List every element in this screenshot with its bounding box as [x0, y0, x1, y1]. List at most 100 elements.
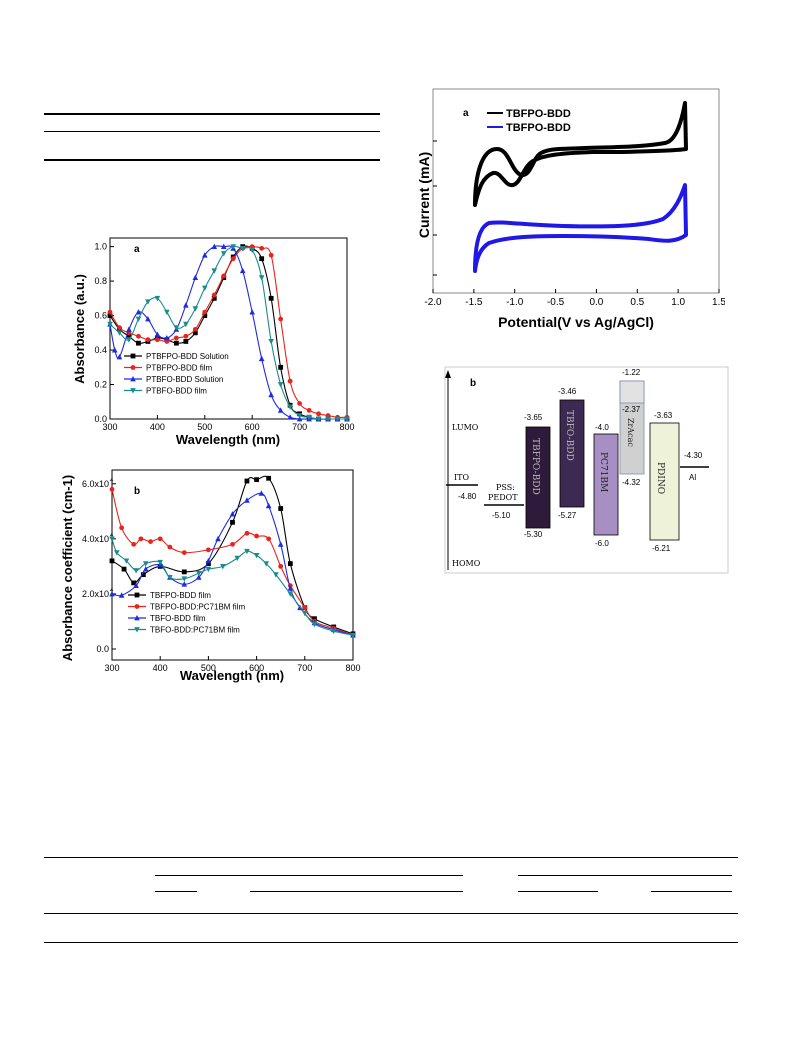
al-value: -4.30	[684, 451, 703, 460]
data-point	[192, 326, 198, 332]
data-point	[181, 576, 188, 582]
data-point	[230, 519, 235, 525]
legend-label: TBFPO-BDD film	[150, 591, 211, 600]
data-point	[202, 309, 208, 315]
data-point	[265, 502, 272, 509]
x-tick-label: 500	[201, 663, 216, 673]
layer-tbfpo-bdd	[525, 426, 551, 529]
legend-label: PTBFPO-BDD film	[146, 364, 213, 373]
data-point	[135, 309, 142, 315]
data-point	[195, 570, 202, 577]
x-tick-label: 600	[245, 422, 260, 432]
layer-tbfo-bdd	[559, 399, 585, 508]
data-point	[306, 407, 312, 413]
data-point	[202, 313, 208, 318]
data-point	[107, 321, 113, 328]
series-line	[111, 538, 354, 636]
data-point	[249, 309, 255, 315]
data-point	[229, 511, 236, 517]
data-point	[220, 563, 226, 570]
data-point	[249, 247, 255, 254]
data-point	[206, 547, 211, 553]
data-point	[268, 252, 274, 258]
data-point	[140, 572, 146, 578]
x-tick-label: 500	[197, 422, 212, 432]
data-point	[206, 561, 211, 567]
data-point	[311, 621, 318, 628]
data-point	[312, 616, 317, 622]
table2-subrule	[250, 891, 463, 892]
data-point	[278, 506, 284, 511]
data-point	[230, 244, 237, 250]
layer-top-value: -1.22	[622, 368, 641, 377]
x-axis-label: Potential(V vs Ag/AgCl)	[498, 314, 654, 330]
data-point	[135, 316, 142, 323]
data-point	[330, 628, 337, 635]
data-point	[114, 550, 120, 556]
x-tick-label: 800	[339, 422, 354, 432]
x-tick-label: 300	[102, 422, 117, 432]
data-point	[123, 558, 130, 564]
data-point	[350, 632, 356, 639]
layer-pdino	[649, 422, 680, 541]
legend-label: TBFPO-BDD:PC71BM film	[150, 603, 245, 612]
data-point	[130, 365, 136, 370]
data-point	[195, 574, 202, 580]
data-point	[287, 585, 294, 591]
data-point	[244, 530, 250, 536]
data-point	[148, 539, 153, 544]
panel-label: b	[134, 486, 140, 497]
panel-label: a	[463, 108, 469, 119]
data-point	[134, 615, 140, 621]
y-tick-label: 0.4	[94, 345, 107, 355]
x-tick-label: 0.5	[630, 297, 644, 308]
layer-top-value: -4.0	[595, 423, 609, 432]
layer-bottom-value: -6.21	[652, 544, 671, 553]
data-point	[192, 330, 198, 336]
data-point	[167, 544, 173, 550]
x-tick-label: -1.0	[506, 297, 524, 308]
data-point	[134, 604, 140, 609]
data-point	[145, 316, 151, 322]
data-point	[142, 566, 149, 572]
data-point	[107, 313, 113, 318]
table1-bottom-rule	[44, 159, 380, 161]
cyclic-voltammetry-chart: -2.0 -1.5 -1.0 -0.5 0.0 0.5 1.0 1.5 a TBFPO-BDD…	[416, 88, 725, 330]
data-point	[258, 355, 265, 362]
data-point	[138, 536, 144, 542]
data-point	[302, 605, 308, 611]
data-point	[131, 541, 137, 547]
data-point	[192, 306, 199, 312]
y-tick-exponent: 4	[110, 478, 114, 484]
layer-bottom-value: -6.0	[595, 539, 609, 548]
table2-subrule	[651, 891, 732, 892]
data-point	[142, 561, 149, 567]
y-tick-label: 0.0	[96, 644, 109, 654]
x-tick-label: 0.0	[589, 297, 603, 308]
legend-label: TBFPO-BDD	[506, 122, 571, 134]
data-point	[221, 273, 227, 279]
data-point	[254, 477, 259, 483]
data-point	[302, 610, 308, 617]
plot-frame	[109, 237, 348, 420]
layer-name: PC71BM	[598, 452, 608, 492]
data-point	[315, 416, 322, 422]
cv-curve-blue	[473, 183, 688, 273]
x-tick-label: 600	[249, 663, 264, 673]
data-point	[325, 416, 331, 422]
data-point	[244, 497, 250, 503]
data-point	[145, 299, 151, 305]
data-point	[173, 335, 179, 341]
data-point	[134, 627, 140, 633]
data-point	[244, 548, 250, 555]
data-point	[287, 561, 293, 567]
data-point	[230, 256, 236, 262]
data-point	[192, 274, 199, 281]
data-point	[296, 416, 303, 422]
data-point	[155, 337, 160, 343]
plot-frame	[111, 469, 354, 661]
data-point	[268, 339, 274, 345]
data-point	[334, 416, 341, 422]
data-point	[287, 414, 293, 420]
data-point	[109, 590, 115, 597]
